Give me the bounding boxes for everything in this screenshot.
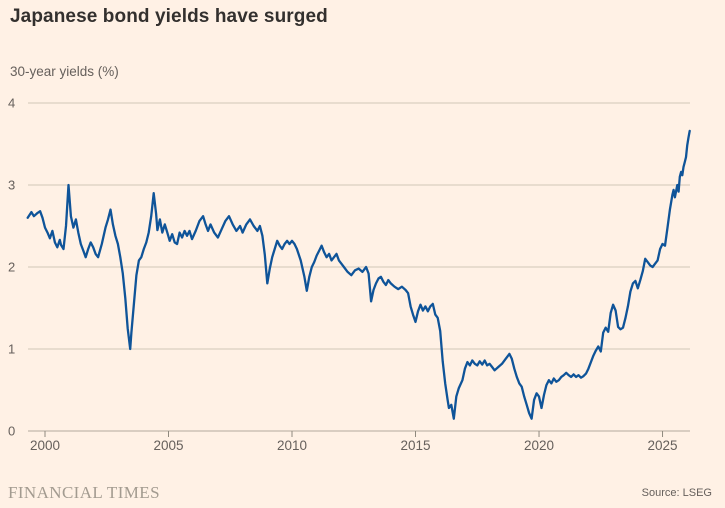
x-tick-label-2025: 2025 <box>648 438 678 453</box>
y-tick-label-3: 3 <box>8 178 15 193</box>
yield-line-chart: 0 1 2 3 4 2000 2005 2010 2015 2020 2025 <box>8 96 691 453</box>
y-tick-label-4: 4 <box>8 96 15 111</box>
y-tick-label-2: 2 <box>8 260 15 275</box>
x-tick-label-2015: 2015 <box>400 438 430 453</box>
yield-line-series <box>26 129 691 420</box>
ft-brand-logo: FINANCIAL TIMES <box>8 483 160 502</box>
y-tick-label-1: 1 <box>8 342 15 357</box>
x-tick-label-2000: 2000 <box>30 438 60 453</box>
y-axis-unit-label: 30-year yields (%) <box>10 64 119 79</box>
source-label: Source: LSEG <box>641 487 712 499</box>
y-tick-label-0: 0 <box>8 424 15 439</box>
chart-title: Japanese bond yields have surged <box>10 6 328 27</box>
x-tick-label-2020: 2020 <box>524 438 554 453</box>
x-tick-label-2010: 2010 <box>277 438 307 453</box>
x-tick-label-2005: 2005 <box>153 438 183 453</box>
